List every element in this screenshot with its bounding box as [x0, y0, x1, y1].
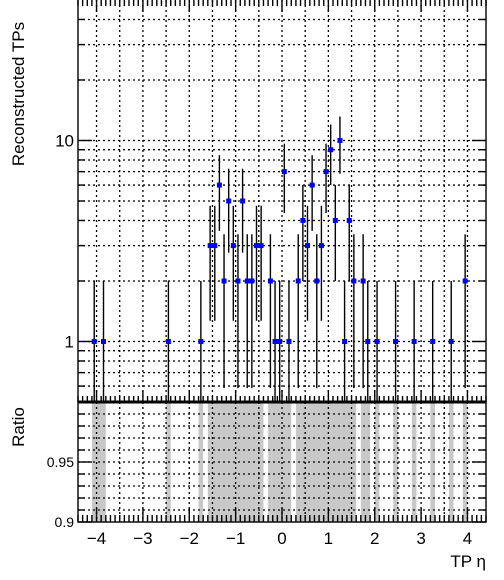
x-tick-labels: −4 −3 −2 −1 0 1 2 3 4	[87, 529, 472, 548]
data-point	[216, 182, 222, 188]
data-point	[337, 137, 343, 143]
data-point	[411, 338, 417, 344]
bottom-y-tick-label: 0.95	[47, 454, 74, 470]
x-tick-label: −4	[87, 529, 106, 548]
data-point	[91, 338, 97, 344]
top-panel: 1 10 Reconstructed TPs	[9, 0, 487, 402]
bottom-gridlines	[78, 402, 486, 522]
data-point	[198, 338, 204, 344]
top-y-axis-label: Reconstructed TPs	[9, 22, 28, 166]
ratio-band	[374, 402, 380, 522]
data-point	[323, 169, 329, 175]
data-point	[240, 198, 246, 204]
data-point	[360, 278, 366, 284]
bottom-y-axis-label: Ratio	[9, 407, 28, 447]
data-point	[230, 243, 236, 249]
data-point	[165, 338, 171, 344]
data-point	[374, 338, 380, 344]
x-tick-label: 4	[463, 529, 472, 548]
data-point	[101, 338, 106, 344]
data-point	[346, 217, 352, 223]
data-point	[462, 278, 468, 284]
x-tick-label: −3	[133, 529, 152, 548]
data-point	[267, 278, 273, 284]
data-point	[332, 217, 338, 223]
data-point	[393, 338, 399, 344]
data-point	[351, 278, 357, 284]
ratio-band	[198, 402, 204, 522]
data-point	[448, 338, 454, 344]
top-y-tick-labels: 1 10	[55, 131, 74, 351]
data-point	[300, 217, 306, 223]
data-point	[249, 278, 255, 284]
ratio-band	[462, 402, 468, 522]
top-y-tick-label: 10	[55, 131, 74, 150]
data-point	[277, 338, 283, 344]
data-point	[221, 278, 227, 284]
ratio-band	[360, 402, 371, 522]
bottom-axes	[77, 400, 487, 523]
data-point	[212, 243, 218, 249]
data-point	[207, 243, 213, 249]
data-point	[309, 182, 315, 188]
data-point	[305, 243, 310, 249]
data-point	[314, 278, 320, 284]
ratio-band	[430, 402, 435, 522]
top-y-tick-label: 1	[65, 332, 74, 351]
ratio-band	[393, 402, 398, 522]
ratio-band	[448, 402, 454, 522]
x-tick-label: −2	[180, 529, 199, 548]
x-tick-label: 1	[324, 529, 333, 548]
data-point	[258, 243, 264, 249]
data-point	[430, 338, 436, 344]
data-point	[272, 338, 278, 344]
data-point	[286, 338, 292, 344]
top-data-points	[91, 137, 468, 344]
data-point	[342, 338, 348, 344]
data-point	[365, 338, 371, 344]
data-point	[244, 278, 250, 284]
ratio-band	[295, 402, 357, 522]
data-point	[328, 147, 334, 153]
data-point	[226, 198, 232, 204]
x-tick-label: 3	[416, 529, 425, 548]
x-tick-label: 0	[277, 529, 286, 548]
data-point	[318, 243, 324, 249]
x-tick-label: −1	[226, 529, 245, 548]
x-axis-label: TP η	[450, 552, 486, 571]
data-point	[281, 169, 287, 175]
bottom-y-tick-labels: 0.9 0.95	[47, 454, 74, 530]
bottom-y-tick-label: 0.9	[55, 514, 75, 530]
bottom-panel: 0.9 0.95 −4 −3 −2 −1 0 1 2 3 4 Ratio TP η	[9, 400, 487, 571]
data-point	[254, 243, 259, 249]
x-tick-label: 2	[370, 529, 379, 548]
top-gridlines	[78, 0, 486, 402]
data-point	[295, 278, 301, 284]
data-point	[235, 278, 241, 284]
